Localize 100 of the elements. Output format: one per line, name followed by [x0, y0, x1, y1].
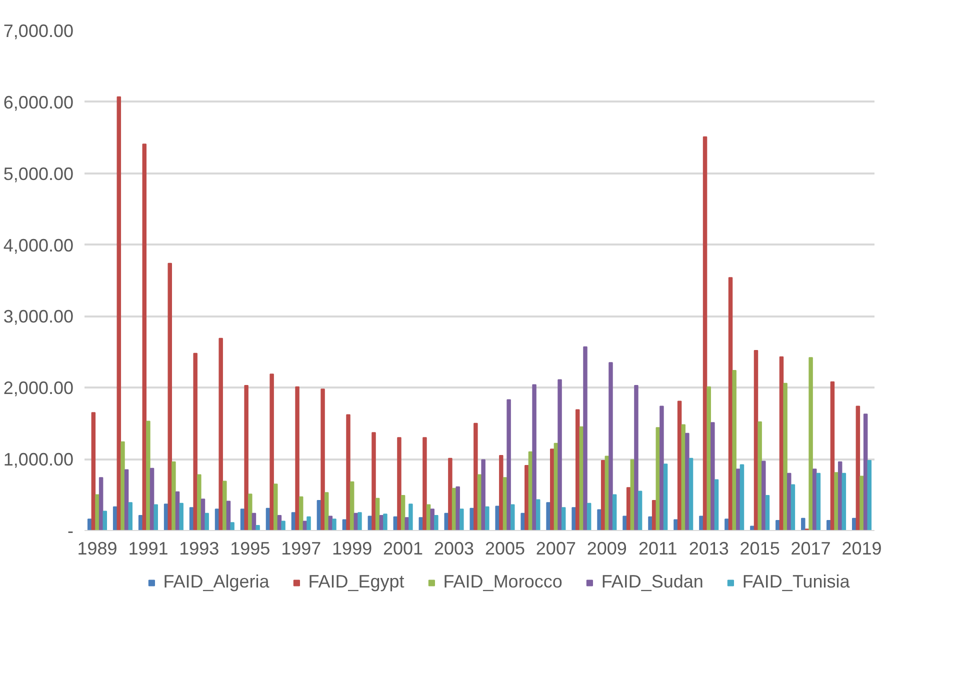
- bar: [495, 506, 500, 530]
- y-tick-label: 3,000.00: [3, 306, 74, 327]
- x-tick-label: 2003: [434, 538, 474, 558]
- bar: [481, 459, 486, 530]
- bar: [98, 477, 104, 530]
- y-tick-label: 4,000.00: [3, 235, 74, 256]
- bar: [91, 412, 96, 530]
- bar: [816, 472, 821, 530]
- bar: [838, 461, 842, 530]
- bar: [397, 437, 402, 530]
- bar: [456, 486, 460, 530]
- bar: [608, 362, 613, 530]
- bar: [146, 420, 150, 530]
- bar: [826, 520, 831, 530]
- bar: [128, 502, 132, 530]
- x-tick-label: 2017: [790, 538, 831, 558]
- bar: [674, 519, 678, 530]
- bar: [724, 518, 729, 530]
- bar: [558, 379, 562, 530]
- bar: [710, 422, 715, 530]
- bar: [776, 520, 780, 530]
- bar: [244, 385, 248, 530]
- bar: [197, 474, 202, 530]
- bar: [863, 414, 868, 530]
- x-tick-label: 2019: [842, 538, 882, 558]
- bar: [536, 499, 540, 530]
- bar: [408, 504, 413, 530]
- bar: [622, 516, 627, 530]
- bar: [652, 500, 656, 530]
- bar: [812, 468, 817, 530]
- bar: [430, 508, 434, 530]
- bar: [112, 506, 118, 530]
- y-tick-label: -: [68, 521, 74, 541]
- bar: [87, 518, 92, 530]
- bar: [524, 465, 529, 530]
- bar: [808, 357, 813, 530]
- bar: [660, 406, 664, 530]
- legend-label: FAID_Tunisia: [742, 572, 850, 592]
- bar: [506, 399, 511, 530]
- bar: [422, 437, 427, 530]
- bar: [470, 508, 474, 530]
- bar: [116, 96, 122, 530]
- bar: [740, 464, 744, 530]
- bar: [154, 504, 158, 530]
- bar: [834, 472, 838, 530]
- bar: [444, 512, 448, 530]
- y-tick-label: 1,000.00: [3, 450, 74, 470]
- x-tick-label: 1993: [179, 538, 220, 558]
- bar: [460, 508, 464, 530]
- bar: [120, 441, 125, 530]
- bar: [346, 414, 350, 530]
- bar: [324, 492, 329, 530]
- bar: [204, 512, 209, 530]
- legend-label: FAID_Morocco: [443, 572, 562, 592]
- bar: [546, 502, 550, 530]
- bar: [702, 136, 708, 530]
- x-tick-label: 1989: [77, 538, 118, 558]
- bar: [474, 422, 478, 530]
- bar: [270, 374, 274, 530]
- bar: [736, 468, 740, 530]
- bar: [575, 409, 580, 530]
- y-tick-label: 2,000.00: [3, 378, 74, 398]
- bar: [787, 472, 792, 530]
- legend-label: FAID_Egypt: [308, 572, 404, 592]
- bar: [663, 464, 668, 530]
- bar: [168, 262, 172, 530]
- x-tick-label: 2011: [638, 538, 678, 558]
- bar: [867, 460, 872, 530]
- x-tick-label: 2013: [688, 538, 729, 558]
- x-tick-label: 2005: [484, 538, 526, 558]
- bar: [583, 346, 588, 530]
- bar: [332, 518, 336, 530]
- bar: [860, 476, 864, 530]
- bar: [358, 512, 362, 530]
- bar: [600, 460, 606, 530]
- bar: [448, 458, 452, 530]
- legend-label: FAID_Algeria: [163, 572, 270, 592]
- bar: [765, 495, 770, 530]
- bar: [306, 516, 311, 530]
- legend-label: FAID_Sudan: [601, 572, 704, 592]
- bar: [434, 515, 438, 530]
- bar: [295, 386, 300, 530]
- bar: [706, 386, 711, 530]
- bar: [648, 516, 652, 530]
- x-tick-label: 2007: [536, 538, 576, 558]
- x-tick-label: 1991: [128, 538, 168, 558]
- bar: [298, 496, 304, 530]
- bar: [274, 484, 278, 530]
- bar: [372, 432, 376, 530]
- bar: [714, 479, 719, 530]
- bar: [102, 510, 108, 530]
- bar: [699, 516, 704, 530]
- bar: [230, 522, 234, 530]
- bar: [550, 448, 554, 530]
- bar: [790, 484, 796, 530]
- bar: [634, 385, 638, 530]
- bar: [281, 520, 286, 530]
- bar: [499, 455, 504, 530]
- x-tick-label: 1997: [281, 538, 322, 558]
- x-tick-label: 2001: [383, 538, 424, 558]
